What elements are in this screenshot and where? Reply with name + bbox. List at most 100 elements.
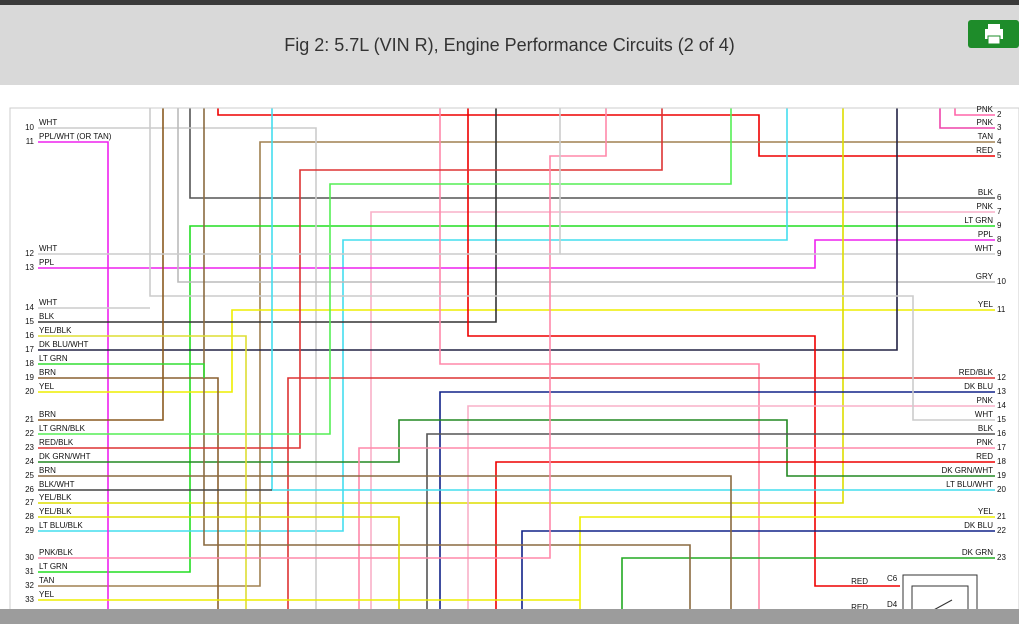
wire — [38, 108, 497, 323]
wire — [189, 108, 995, 199]
wire-label: DK GRN/WHT — [39, 452, 91, 461]
pin-number: 33 — [25, 595, 34, 604]
pin-number: 6 — [997, 193, 1002, 202]
wire-label: LT BLU/WHT — [946, 480, 993, 489]
wire — [439, 391, 995, 610]
pin-number: 21 — [25, 415, 34, 424]
wire — [426, 433, 995, 610]
pin-number: 19 — [997, 471, 1006, 480]
pin-number: 22 — [997, 526, 1006, 535]
pin-number: 18 — [25, 359, 34, 368]
wire-label: WHT — [39, 244, 57, 253]
pin-number: 9 — [997, 249, 1002, 258]
wire-label: PNK — [977, 396, 994, 405]
wire — [38, 108, 844, 504]
wire — [38, 141, 109, 610]
wire — [203, 108, 691, 610]
wire — [467, 405, 995, 610]
wire-label: PNK — [977, 202, 994, 211]
wire-label: RED — [851, 577, 868, 586]
pin-number: 13 — [997, 387, 1006, 396]
pin-number: 30 — [25, 553, 34, 562]
wire — [38, 335, 247, 610]
pin-number: 7 — [997, 207, 1002, 216]
wire-label: WHT — [39, 118, 57, 127]
pin-number: 11 — [997, 305, 1006, 314]
wire — [495, 461, 995, 610]
wire-label: PNK/BLK — [39, 548, 73, 557]
wire-label: DK BLU — [964, 521, 993, 530]
wire-label: YEL — [978, 300, 994, 309]
wire-label: YEL/BLK — [39, 326, 72, 335]
pin-number: 23 — [997, 553, 1006, 562]
wire-label: WHT — [975, 244, 993, 253]
pin-number: 15 — [25, 317, 34, 326]
print-button[interactable] — [968, 20, 1019, 48]
wire-label: RED — [976, 146, 993, 155]
wire-label: PNK — [977, 118, 994, 127]
pin-number: 18 — [997, 457, 1006, 466]
pin-number: 27 — [25, 498, 34, 507]
wire — [579, 516, 995, 610]
pin-number: 16 — [25, 331, 34, 340]
wire — [954, 108, 995, 116]
wire-label: PPL — [978, 230, 994, 239]
wire-label: LT BLU/BLK — [39, 521, 83, 530]
wire-label: DK GRN/WHT — [941, 466, 993, 475]
pin-number: 10 — [25, 123, 34, 132]
pin-number: 12 — [997, 373, 1006, 382]
pin-number: 31 — [25, 567, 34, 576]
wire — [370, 211, 995, 610]
pin-number: 2 — [997, 110, 1002, 119]
pin-number: 9 — [997, 221, 1002, 230]
pin-number: 16 — [997, 429, 1006, 438]
wire — [38, 475, 732, 610]
pin-number: 28 — [25, 512, 34, 521]
wire-label: PPL — [39, 258, 55, 267]
header: Fig 2: 5.7L (VIN R), Engine Performance … — [0, 5, 1019, 85]
print-icon — [985, 24, 1003, 45]
wire-label: YEL/BLK — [39, 493, 72, 502]
wire-label: TAN — [39, 576, 55, 585]
wire-label: BLK — [978, 424, 994, 433]
wire-label: YEL — [978, 507, 994, 516]
pin-number: 20 — [25, 387, 34, 396]
pin-number: 13 — [25, 263, 34, 272]
wire — [521, 530, 995, 610]
wire-label: PPL/WHT (OR TAN) — [39, 132, 112, 141]
pin-number: 24 — [25, 457, 34, 466]
pin-number: 10 — [997, 277, 1006, 286]
pin-number: 12 — [25, 249, 34, 258]
top-bar — [0, 0, 1019, 5]
wire-label: DK BLU — [964, 382, 993, 391]
pin-number: 32 — [25, 581, 34, 590]
pin-number: 21 — [997, 512, 1006, 521]
wire — [38, 108, 732, 435]
wire — [38, 108, 561, 255]
title: Fig 2: 5.7L (VIN R), Engine Performance … — [284, 35, 735, 55]
wire — [38, 108, 788, 532]
wire — [38, 108, 164, 421]
wire-label: RED — [851, 603, 868, 612]
wire — [38, 377, 219, 610]
pin-number: 17 — [25, 345, 34, 354]
wire — [217, 108, 995, 157]
pin-number: 17 — [997, 443, 1006, 452]
wire — [939, 108, 995, 129]
pin-label: C6 — [887, 574, 898, 583]
wire — [287, 377, 995, 610]
wire-label: WHT — [39, 298, 57, 307]
wire — [38, 108, 898, 351]
pin-number: 23 — [25, 443, 34, 452]
wire — [38, 108, 663, 449]
wire — [177, 108, 995, 283]
wire-label: PNK — [977, 438, 994, 447]
wire-label: YEL — [39, 382, 55, 391]
wire-label: RED/BLK — [959, 368, 994, 377]
wire-label: LT GRN — [39, 354, 68, 363]
wire — [358, 447, 995, 610]
wire-label: PNK — [977, 105, 994, 114]
pin-number: 11 — [26, 137, 35, 146]
wire-label: LT GRN — [39, 562, 68, 571]
